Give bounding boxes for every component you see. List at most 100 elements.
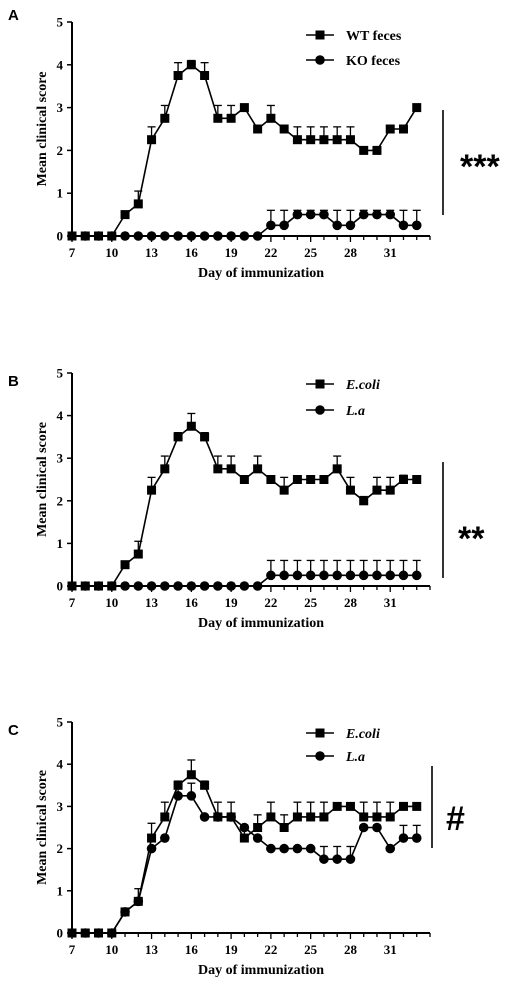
data-point (358, 570, 369, 581)
x-tick-label: 31 (384, 245, 397, 260)
data-point (305, 209, 316, 220)
y-tick-label: 2 (57, 143, 64, 158)
data-point (266, 220, 276, 231)
data-point (239, 231, 250, 241)
data-point (305, 570, 316, 581)
data-point (266, 113, 276, 123)
x-tick-label: 13 (145, 245, 159, 260)
y-tick-label: 5 (57, 366, 64, 381)
legend-entry: L.a (306, 404, 365, 419)
data-point (160, 113, 170, 123)
data-point (213, 581, 223, 591)
data-point (279, 823, 289, 832)
data-point (359, 145, 369, 155)
data-point (93, 231, 104, 241)
series-l-a (67, 782, 422, 938)
data-point (345, 570, 356, 581)
y-tick-label: 1 (57, 883, 64, 898)
data-point (306, 135, 316, 145)
x-tick-label: 25 (304, 942, 318, 957)
y-tick-label: 0 (57, 579, 64, 594)
y-tick-label: 4 (57, 408, 64, 423)
data-point (106, 581, 117, 591)
legend-marker (315, 405, 325, 415)
y-tick-label: 1 (57, 186, 64, 201)
data-point (292, 570, 303, 581)
y-tick-label: 4 (57, 57, 64, 72)
data-point (372, 570, 382, 581)
data-point (398, 124, 408, 134)
data-point (398, 570, 409, 581)
legend-entry: E.coli (306, 727, 380, 742)
legend-label: E.coli (345, 727, 380, 742)
x-tick-label: 16 (185, 595, 199, 610)
x-tick-label: 10 (105, 595, 118, 610)
x-tick-label: 22 (264, 595, 277, 610)
data-point (200, 780, 210, 790)
data-point (199, 581, 210, 591)
data-point (305, 843, 316, 854)
data-point (411, 570, 422, 581)
series-l-a (67, 559, 422, 591)
data-point (133, 199, 143, 209)
data-point (412, 475, 422, 484)
data-point (186, 770, 196, 780)
data-point (292, 135, 302, 145)
data-point (213, 464, 223, 474)
data-point (345, 801, 355, 811)
data-point (239, 822, 250, 833)
data-point (292, 475, 302, 484)
legend-marker (315, 379, 325, 389)
y-tick-label: 3 (57, 451, 64, 466)
y-tick-label: 4 (57, 757, 64, 772)
data-point (146, 231, 157, 241)
data-point (239, 833, 249, 843)
data-point (173, 791, 183, 801)
x-axis-label: Day of immunization (198, 616, 324, 631)
data-point (319, 135, 329, 145)
data-point (120, 560, 130, 570)
data-point (186, 791, 197, 801)
data-point (226, 812, 236, 822)
y-tick-label: 0 (57, 926, 64, 941)
y-axis-label: Mean clinical score (35, 770, 50, 885)
y-tick-label: 5 (57, 15, 64, 30)
data-point (67, 581, 77, 591)
x-tick-label: 22 (264, 942, 277, 957)
data-point (412, 103, 422, 113)
y-tick-label: 2 (57, 841, 64, 856)
x-tick-label: 28 (344, 245, 358, 260)
data-point (332, 801, 342, 811)
data-point (358, 209, 369, 220)
data-point (160, 833, 170, 843)
data-point (385, 570, 396, 581)
legend-entry: L.a (306, 750, 365, 765)
legend-entry: WT feces (306, 29, 402, 44)
data-point (160, 464, 170, 474)
legend-label: L.a (345, 750, 365, 765)
data-point (253, 124, 263, 134)
legend-label: E.coli (345, 378, 380, 393)
data-point (266, 570, 276, 581)
data-point (319, 570, 329, 581)
data-point (398, 475, 408, 484)
x-tick-label: 19 (225, 942, 239, 957)
data-point (412, 801, 422, 811)
data-point (385, 124, 395, 134)
data-point (173, 231, 183, 241)
legend-label: KO feces (346, 54, 401, 69)
x-axis-label: Day of immunization (198, 963, 324, 978)
x-tick-label: 16 (185, 245, 199, 260)
data-point (226, 464, 236, 474)
data-point (398, 220, 409, 231)
data-point (133, 896, 144, 907)
data-point (372, 485, 382, 495)
data-point (120, 210, 130, 220)
data-point (133, 549, 143, 559)
data-point (398, 833, 409, 843)
data-point (266, 843, 276, 854)
chart-panel-A: A 0 1 2 3 4 5 7 10 13 16 19 22 25 28 31 Day of immunizat… (8, 7, 500, 281)
data-point (213, 231, 223, 241)
data-point (93, 581, 104, 591)
data-point (200, 71, 210, 80)
